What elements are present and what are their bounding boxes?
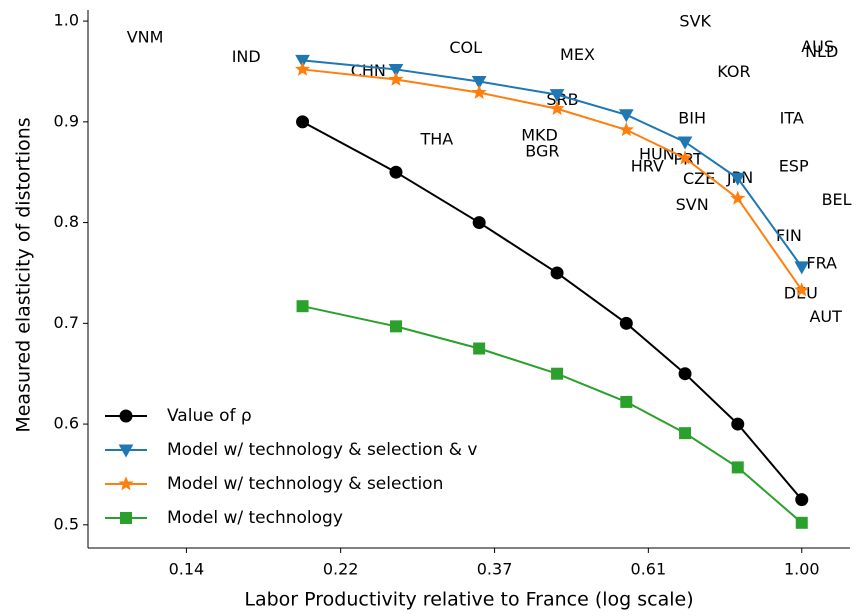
country-label: COL <box>449 38 482 57</box>
country-label: AUT <box>809 307 842 326</box>
marker <box>296 115 310 129</box>
marker <box>794 282 810 297</box>
legend-label: Model w/ technology & selection & v <box>167 440 477 460</box>
marker <box>295 54 310 68</box>
x-axis-title: Labor Productivity relative to France (l… <box>244 589 693 611</box>
x-tick-label: 0.61 <box>631 560 667 579</box>
series-line <box>302 59 803 268</box>
y-tick-label: 0.8 <box>54 212 79 231</box>
marker <box>389 165 403 179</box>
marker <box>619 316 633 330</box>
country-label: AUS <box>801 37 834 56</box>
y-axis-title: Measured elasticity of distortions <box>13 117 35 432</box>
marker <box>549 89 565 103</box>
country-label: MKD <box>521 125 558 144</box>
country-label: HRV <box>631 157 664 176</box>
series-line <box>302 68 803 291</box>
marker <box>388 63 404 77</box>
marker <box>471 84 487 99</box>
country-label: ITA <box>780 108 804 127</box>
marker <box>795 516 808 529</box>
y-tick-label: 0.5 <box>54 514 79 533</box>
y-tick-label: 0.6 <box>54 414 79 433</box>
x-tick-label: 0.22 <box>323 560 359 579</box>
legend-marker <box>120 512 132 524</box>
country-label: CZE <box>683 169 715 188</box>
marker <box>618 122 634 137</box>
marker <box>295 61 311 76</box>
country-label: SVK <box>679 12 711 31</box>
marker <box>794 261 810 275</box>
country-label: MEX <box>560 45 595 64</box>
country-label: NLD <box>805 42 838 61</box>
y-tick-label: 0.7 <box>54 313 79 332</box>
country-label: IND <box>232 47 261 66</box>
country-label: BGR <box>525 142 559 161</box>
marker <box>389 320 402 333</box>
country-label: THA <box>419 129 453 148</box>
marker <box>550 266 564 280</box>
marker <box>731 461 744 474</box>
marker <box>471 76 487 90</box>
marker <box>730 190 746 205</box>
country-label: KOR <box>717 62 750 81</box>
marker <box>620 395 633 408</box>
marker <box>472 216 486 230</box>
country-label: VNM <box>127 28 164 47</box>
legend-label: Value of ρ <box>167 406 252 426</box>
marker <box>551 367 564 380</box>
marker <box>730 172 746 186</box>
marker <box>679 427 692 440</box>
marker <box>549 100 565 116</box>
x-tick-label: 1.00 <box>784 560 820 579</box>
x-tick-label: 0.14 <box>169 560 205 579</box>
marker <box>731 417 745 431</box>
marker <box>677 150 693 165</box>
marker <box>678 367 692 381</box>
legend-marker <box>119 409 133 423</box>
series-line <box>302 120 803 501</box>
marker <box>795 493 809 507</box>
country-label: SVN <box>676 195 709 214</box>
marker <box>388 71 404 86</box>
country-label: BIH <box>678 108 706 127</box>
country-label: ESP <box>779 157 809 176</box>
legend-marker <box>118 476 134 491</box>
y-tick-label: 0.9 <box>54 111 79 130</box>
marker <box>296 300 309 313</box>
country-label: FRA <box>806 253 837 272</box>
series-line <box>302 305 803 524</box>
legend-label: Model w/ technology & selection <box>167 474 443 494</box>
legend-marker <box>118 444 134 458</box>
marker <box>473 342 486 355</box>
country-label: BEL <box>822 190 852 209</box>
marker <box>618 109 634 123</box>
legend-label: Model w/ technology <box>167 508 343 528</box>
x-tick-label: 0.37 <box>477 560 513 579</box>
y-tick-label: 1.0 <box>54 11 79 30</box>
marker <box>677 136 693 150</box>
